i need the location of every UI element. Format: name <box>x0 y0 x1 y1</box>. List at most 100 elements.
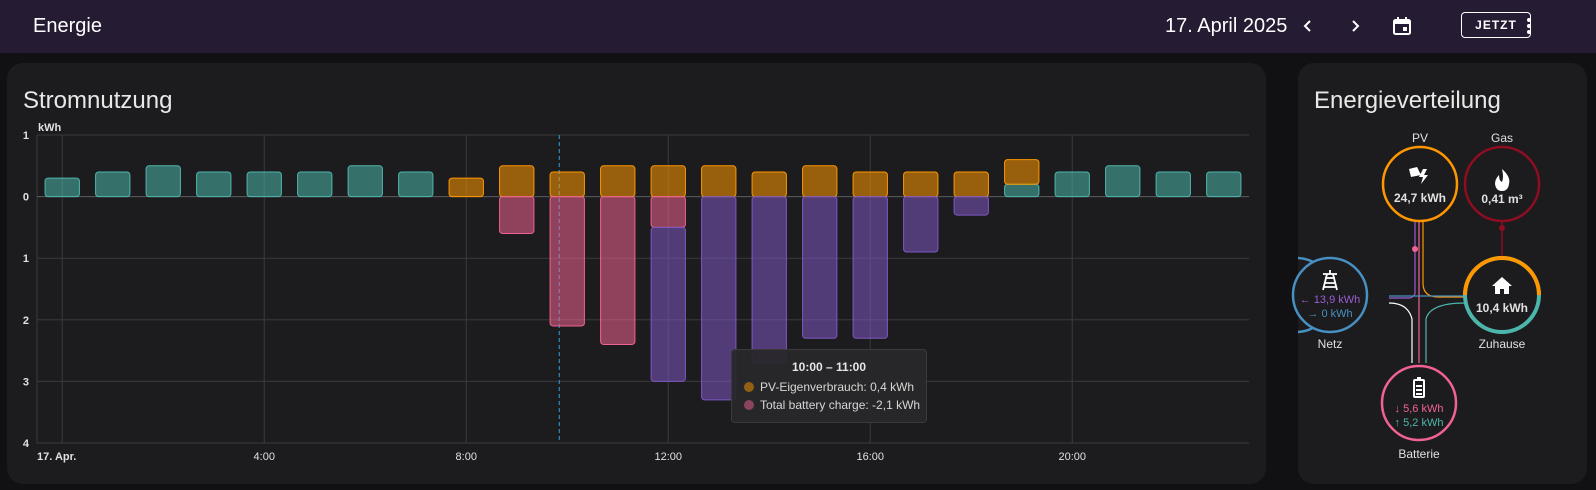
chart-bar[interactable] <box>398 171 434 198</box>
chart-bar[interactable] <box>852 196 888 339</box>
solar-label: PV <box>1412 131 1428 145</box>
chart-bar[interactable] <box>600 165 636 198</box>
flow-line-solar-home <box>1422 220 1465 298</box>
solar-circle <box>1381 145 1459 223</box>
solar-power-icon <box>1409 167 1428 184</box>
flow-line-battery-home <box>1425 302 1466 363</box>
previous-day-button[interactable] <box>1294 12 1322 40</box>
battery-discharge-value: ↓ 5,6 kWh <box>1395 403 1444 415</box>
chart-bar[interactable] <box>802 165 838 198</box>
gas-label: Gas <box>1491 131 1513 145</box>
calendar-icon <box>1393 17 1411 35</box>
y-tick-label: 1 <box>23 253 29 265</box>
battery-node[interactable]: ↓ 5,6 kWh ↑ 5,2 kWh Batterie <box>1380 364 1458 461</box>
x-tick-label: 12:00 <box>654 451 682 463</box>
gas-value: 0,41 m³ <box>1481 192 1522 206</box>
grid-circle <box>1291 256 1369 334</box>
chart-bar[interactable] <box>1155 171 1191 198</box>
chart-bar[interactable] <box>1206 171 1242 198</box>
chart-bar[interactable] <box>1004 183 1040 198</box>
x-tick-label: 16:00 <box>856 451 884 463</box>
x-tick-label: 8:00 <box>456 451 477 463</box>
y-tick-label: 3 <box>23 376 29 388</box>
chart-bar[interactable] <box>751 196 787 364</box>
tooltip-row: Total battery charge: -2,1 kWh <box>744 398 920 412</box>
x-tick-label: 17. Apr. <box>37 451 76 463</box>
gas-node[interactable]: Gas 0,41 m³ <box>1463 131 1541 223</box>
home-value: 10,4 kWh <box>1476 301 1528 315</box>
chart-bar[interactable] <box>448 177 484 198</box>
card-title: Energieverteilung <box>1314 87 1501 114</box>
fire-icon <box>1495 169 1510 191</box>
grid-label: Netz <box>1318 337 1343 351</box>
more-options-button[interactable] <box>1515 12 1543 40</box>
y-tick-label: 4 <box>23 438 30 450</box>
chart-bar[interactable] <box>953 196 989 216</box>
tooltip-row-label: Total battery charge: -2,1 kWh <box>760 398 921 412</box>
chart-bar[interactable] <box>650 165 686 198</box>
x-tick-label: 20:00 <box>1058 451 1086 463</box>
chart-bar[interactable] <box>196 171 232 198</box>
y-tick-label: 2 <box>23 315 29 327</box>
tooltip-title: 10:00 – 11:00 <box>791 360 867 374</box>
battery-icon <box>1413 377 1425 398</box>
energy-usage-card: Stromnutzung 1 0 1 2 3 4 17. Apr. 4:00 8:00 12:00… <box>7 63 1266 484</box>
dots-vertical-icon <box>1527 18 1531 34</box>
chart-bar[interactable] <box>95 171 131 198</box>
grid-node-overlay[interactable]: ← 13,9 kWh → 0 kWh Netz <box>1285 250 1375 360</box>
chart-bar[interactable] <box>246 171 282 198</box>
chart-bar[interactable] <box>852 171 888 198</box>
chart-bar[interactable] <box>44 177 80 198</box>
solar-value: 24,7 kWh <box>1394 191 1446 205</box>
chart-bar[interactable] <box>499 196 535 235</box>
x-tick-label: 4:00 <box>254 451 275 463</box>
home-node[interactable]: 10,4 kWh Zuhause <box>1463 256 1541 351</box>
date-picker-button[interactable] <box>1388 12 1416 40</box>
battery-label: Batterie <box>1398 447 1440 461</box>
chart-bar[interactable] <box>802 196 838 339</box>
chart-bar[interactable] <box>650 196 686 228</box>
chart-bar[interactable] <box>903 196 939 253</box>
chart-bar[interactable] <box>297 171 333 198</box>
solar-node[interactable]: PV 24,7 kWh <box>1381 131 1459 223</box>
chart-bar[interactable] <box>1105 165 1141 198</box>
flow-dot <box>1499 225 1505 231</box>
battery-circle <box>1380 364 1458 442</box>
chart-bar[interactable] <box>953 171 989 198</box>
chart-bar[interactable] <box>347 165 383 198</box>
battery-charge-value: ↑ 5,2 kWh <box>1395 417 1444 429</box>
home-icon <box>1492 277 1512 294</box>
chart-bar[interactable] <box>549 196 585 327</box>
home-label: Zuhause <box>1479 337 1526 351</box>
chart-bar[interactable] <box>549 171 585 198</box>
tooltip-row-label: PV-Eigenverbrauch: 0,4 kWh <box>760 380 915 394</box>
card-title: Stromnutzung <box>23 87 173 114</box>
chart-bar[interactable] <box>145 165 181 198</box>
chart-bar[interactable] <box>751 171 787 198</box>
chart-axes: 1 0 1 2 3 4 17. Apr. 4:00 8:00 12:00 16:00 20:00 <box>23 130 1086 463</box>
y-tick-label: 1 <box>23 130 29 142</box>
energy-usage-chart[interactable]: 1 0 1 2 3 4 17. Apr. 4:00 8:00 12:00 16:00 20:00 kW… <box>7 63 1266 484</box>
chart-bar[interactable] <box>1004 159 1040 185</box>
chart-bar[interactable] <box>650 226 686 382</box>
chart-bar[interactable] <box>701 165 737 198</box>
home-circle-solar-segment <box>1463 256 1541 296</box>
chart-bar[interactable] <box>701 196 737 401</box>
chart-bar[interactable] <box>1054 171 1090 198</box>
chart-bar[interactable] <box>600 196 636 345</box>
legend-dot <box>744 382 754 392</box>
flow-line-grid-battery <box>1388 302 1413 363</box>
chart-bar[interactable] <box>903 171 939 198</box>
grid-export-value: → 0 kWh <box>1307 308 1352 320</box>
chart-bars[interactable] <box>44 159 1242 401</box>
chart-tooltip: 10:00 – 11:00 PV-Eigenverbrauch: 0,4 kWh… <box>731 349 927 423</box>
chart-bar[interactable] <box>499 165 535 198</box>
chevron-left-icon <box>1303 20 1311 32</box>
date-display: 17. April 2025 <box>1165 15 1288 37</box>
chevron-right-icon <box>1352 20 1360 32</box>
grid-import-value: ← 13,9 kWh <box>1300 294 1361 306</box>
y-tick-label: 0 <box>23 192 29 204</box>
transmission-tower-icon <box>1322 270 1338 291</box>
next-day-button[interactable] <box>1341 12 1369 40</box>
tooltip-row: PV-Eigenverbrauch: 0,4 kWh <box>744 380 914 394</box>
